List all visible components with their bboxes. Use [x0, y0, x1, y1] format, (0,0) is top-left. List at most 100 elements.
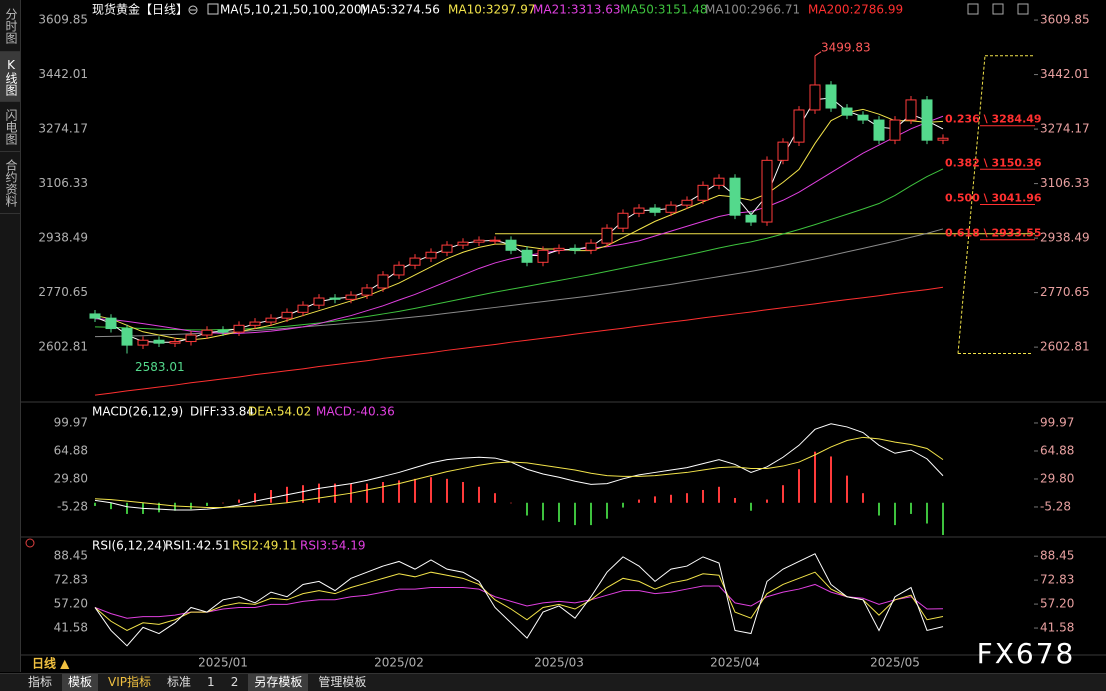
y-tick-label: 3442.01	[38, 67, 88, 81]
indicator-line	[94, 97, 944, 343]
window-icon[interactable]	[1017, 3, 1029, 15]
indicator-label: RSI(6,12,24)	[92, 539, 167, 553]
candle-body	[825, 84, 837, 109]
macd-bar	[846, 475, 848, 503]
macd-bar	[430, 477, 432, 503]
candle-body	[761, 159, 773, 223]
macd-bar	[414, 478, 416, 503]
candle-body	[137, 339, 149, 346]
legend-entry: MA100:2966.71	[705, 3, 800, 17]
window-icon[interactable]	[967, 3, 979, 15]
high-pointer	[814, 51, 822, 57]
y-tick-label: 2770.65	[1040, 285, 1090, 299]
x-tick-label: 2025/03	[534, 656, 584, 670]
toolbar-item[interactable]: 另存模板	[248, 674, 309, 691]
settings-icon[interactable]	[207, 3, 219, 15]
candle-body	[841, 107, 853, 116]
candle-body	[681, 199, 693, 206]
candle-body	[585, 242, 597, 251]
macd-bar	[766, 499, 768, 503]
legend-entry: MA21:3313.63	[533, 3, 621, 17]
toolbar-item[interactable]: 管理模板	[318, 675, 367, 689]
candle-body	[329, 297, 341, 300]
candle-body	[185, 334, 197, 343]
macd-bar	[190, 502, 192, 510]
macd-bar	[478, 486, 480, 503]
candle-body	[457, 241, 469, 246]
side-tab[interactable]: 分时图	[0, 0, 20, 52]
candle-body	[793, 109, 805, 143]
candle-body	[857, 114, 869, 121]
fib-label: 0.500 \ 3041.96	[945, 192, 1042, 205]
toolbar-item[interactable]: 模板	[62, 674, 99, 691]
macd-bar	[718, 486, 720, 503]
candle-body	[345, 294, 357, 300]
candle-body	[281, 311, 293, 319]
indicator-line	[94, 553, 944, 647]
y-tick-label: 3274.17	[38, 122, 88, 136]
side-tab[interactable]: 闪电图	[0, 102, 20, 152]
macd-bar	[622, 502, 624, 508]
x-tick-label: 2025/01	[198, 656, 248, 670]
candle-body	[601, 227, 613, 244]
side-tab[interactable]: 合约资料	[0, 152, 20, 214]
y-tick-label: 3274.17	[1040, 122, 1090, 136]
macd-bar	[894, 502, 896, 526]
candle-body	[569, 247, 581, 251]
macd-bar	[830, 456, 832, 503]
settings-icon[interactable]	[25, 538, 35, 548]
indicator-line	[94, 583, 944, 619]
macd-bar	[686, 493, 688, 503]
y-tick-label: 41.58	[1040, 621, 1074, 635]
macd-bar	[606, 502, 608, 519]
y-tick-label: 29.80	[54, 471, 88, 485]
candle-body	[937, 137, 949, 141]
candle-body	[729, 177, 741, 216]
y-tick-label: 88.45	[54, 549, 88, 563]
indicator-line	[94, 423, 944, 511]
macd-bar	[110, 502, 112, 510]
macd-bar	[398, 480, 400, 503]
macd-bar	[126, 502, 128, 514]
y-tick-label: 3609.85	[1040, 13, 1090, 27]
legend-entry: RSI1:42.51	[165, 539, 231, 553]
macd-bar	[382, 482, 384, 503]
macd-bar	[94, 502, 96, 506]
legend-entry: RSI3:54.19	[300, 539, 366, 553]
candle-body	[121, 328, 133, 346]
candle-body	[217, 329, 229, 333]
legend-entry: DIFF:33.84	[190, 405, 254, 419]
toolbar-item[interactable]: 2	[230, 675, 239, 689]
candle-body	[169, 341, 181, 344]
candle-body	[265, 317, 277, 323]
candle-body	[521, 249, 533, 263]
window-icon[interactable]	[992, 3, 1004, 15]
legend-entry: MACD:-40.36	[316, 405, 395, 419]
toolbar-item[interactable]: 指标	[28, 675, 53, 689]
period-label[interactable]: 日线 ▲	[32, 656, 70, 671]
collapse-icon[interactable]	[188, 5, 198, 15]
macd-bar	[702, 489, 704, 503]
y-tick-label: 3106.33	[38, 176, 88, 190]
indicator-line	[94, 115, 944, 334]
low-annotation: 2583.01	[135, 360, 185, 374]
y-tick-label: -5.28	[57, 499, 88, 513]
y-tick-label: 99.97	[54, 415, 88, 429]
y-tick-label: 72.83	[54, 573, 88, 587]
toolbar-item[interactable]: VIP指标	[108, 675, 152, 689]
toolbar-item[interactable]: 1	[207, 675, 215, 689]
chart-title: 现货黄金【日线】	[92, 2, 188, 17]
chart: 日线 ▲ FX678 3609.85 3609.85 3442.01 3442.01 3…	[20, 2, 1106, 671]
side-tab[interactable]: K线图	[0, 52, 20, 102]
y-tick-label: 2770.65	[38, 285, 88, 299]
macd-bar	[526, 502, 528, 516]
y-tick-label: 2602.81	[1040, 340, 1090, 354]
y-tick-label: 64.88	[1040, 443, 1074, 457]
candle-body	[409, 257, 421, 266]
macd-bar	[734, 497, 736, 503]
candle-body	[489, 239, 501, 242]
macd-bar	[270, 489, 272, 503]
toolbar-item[interactable]: 标准	[167, 675, 192, 689]
candle-body	[921, 99, 933, 141]
